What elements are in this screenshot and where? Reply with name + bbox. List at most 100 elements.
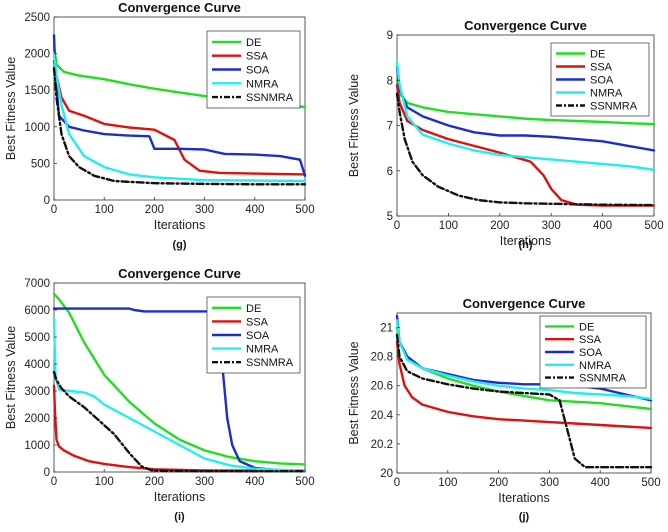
legend-label-nmra: NMRA — [579, 360, 612, 372]
x-tick-label: 0 — [394, 220, 400, 232]
x-axis-label: Iterations — [154, 218, 205, 232]
y-axis-label: Best Fitness Value — [4, 326, 18, 429]
x-tick-label: 200 — [489, 477, 508, 489]
x-tick-label: 300 — [195, 204, 214, 216]
series-line-ssa — [395, 340, 653, 430]
y-axis-label: Best Fitness Value — [347, 74, 361, 177]
chart-panel-i: 0 100 200 300 400 500010002000300040005000600… — [4, 266, 315, 523]
y-tick-label: 1000 — [24, 440, 50, 452]
legend-label-ssa: SSA — [579, 334, 602, 346]
panel-caption: (h) — [518, 239, 532, 251]
legend-label-ssnmra: SSNMRA — [246, 92, 294, 104]
panel-caption: (g) — [172, 239, 186, 251]
y-axis-label: Best Fitness Value — [347, 341, 361, 444]
chart-panel-j: 0 100 200 300 400 500 20 20.2 20.4 20.6 20.8 21 Conv… — [347, 296, 661, 523]
x-tick-label: 0 — [51, 476, 57, 488]
x-tick-label: 100 — [439, 220, 458, 232]
y-tick-label: 3000 — [24, 386, 50, 398]
legend-label-soa: SOA — [579, 347, 603, 359]
series-line-ssnmra — [395, 92, 656, 207]
y-tick-label: 2000 — [24, 413, 50, 425]
x-tick-label: 400 — [245, 204, 264, 216]
y-tick-label: 500 — [31, 158, 50, 170]
y-tick-label: 20.4 — [371, 410, 394, 422]
y-tick-label: 7 — [387, 121, 393, 133]
y-tick-label: 1500 — [24, 85, 50, 97]
x-tick-label: 100 — [95, 476, 114, 488]
x-tick-label: 200 — [145, 204, 164, 216]
y-tick-label: 4000 — [24, 359, 50, 371]
y-tick-label: 20.8 — [371, 352, 393, 364]
legend-label-ssnmra: SSNMRA — [246, 357, 294, 369]
legend-label-ssa: SSA — [590, 62, 613, 74]
y-axis-label: Best Fitness Value — [4, 57, 18, 160]
panel-caption: (j) — [519, 511, 530, 523]
x-axis-label: Iterations — [498, 491, 549, 505]
chart-panel-h: 0 100 200 300 400 500 5 6 7 8 9 Convergence Curve It… — [347, 18, 664, 251]
y-tick-label: 2500 — [24, 12, 50, 24]
x-tick-label: 0 — [51, 204, 57, 216]
legend-label-nmra: NMRA — [590, 88, 623, 100]
series-line-ssnmra — [52, 66, 307, 186]
legend-label-ssa: SSA — [246, 316, 269, 328]
x-tick-label: 100 — [438, 477, 457, 489]
series-line-nmra — [395, 319, 653, 400]
chart-title: Convergence Curve — [464, 18, 587, 33]
legend-label-ssnmra: SSNMRA — [579, 373, 627, 385]
series-line-ssnmra — [52, 370, 307, 473]
series-line-soa — [395, 65, 656, 152]
legend-label-de: DE — [579, 321, 594, 333]
legend-label-soa: SOA — [246, 65, 270, 77]
series-line-ssa — [52, 59, 307, 176]
y-tick-label: 5000 — [24, 332, 50, 344]
legend-label-ssnmra: SSNMRA — [590, 101, 638, 113]
y-tick-label: 5 — [387, 211, 393, 223]
y-tick-label: 0 — [44, 467, 50, 479]
x-tick-label: 300 — [540, 477, 559, 489]
y-tick-label: 6 — [387, 166, 393, 178]
x-tick-label: 300 — [195, 476, 214, 488]
series-line-nmra — [395, 60, 656, 172]
chart-title: Convergence Curve — [118, 266, 241, 281]
x-axis-label: Iterations — [154, 490, 205, 504]
x-tick-label: 400 — [593, 220, 612, 232]
y-tick-label: 2000 — [24, 49, 50, 61]
y-tick-label: 6000 — [24, 305, 50, 317]
chart-title: Convergence Curve — [118, 0, 241, 15]
legend-label-de: DE — [246, 37, 261, 49]
y-tick-label: 8 — [387, 75, 393, 87]
x-tick-label: 300 — [542, 220, 561, 232]
series-line-ssnmra — [395, 333, 653, 469]
x-tick-label: 400 — [245, 476, 264, 488]
y-tick-label: 7000 — [24, 278, 50, 290]
x-tick-label: 500 — [641, 477, 660, 489]
x-tick-label: 200 — [490, 220, 509, 232]
chart-panel-g: 0 100 200 300 400 500 0 500 1000 1500 2000 2500 Conv… — [4, 0, 315, 251]
series-line-de — [395, 79, 656, 126]
legend-label-soa: SOA — [590, 75, 614, 87]
y-tick-label: 9 — [387, 30, 393, 42]
panel-caption: (i) — [174, 511, 185, 523]
legend-label-nmra: NMRA — [246, 78, 279, 90]
legend-label-de: DE — [590, 49, 605, 61]
x-tick-label: 0 — [394, 477, 400, 489]
x-axis-label: Iterations — [500, 234, 551, 248]
chart-title: Convergence Curve — [463, 296, 586, 311]
series-line-nmra — [52, 52, 307, 183]
x-tick-label: 100 — [95, 204, 114, 216]
legend-label-de: DE — [246, 303, 261, 315]
x-tick-label: 500 — [295, 476, 314, 488]
y-tick-label: 0 — [44, 195, 50, 207]
x-tick-label: 500 — [644, 220, 663, 232]
series-line-de — [52, 292, 307, 466]
legend-label-soa: SOA — [246, 330, 270, 342]
x-tick-label: 500 — [295, 204, 314, 216]
y-tick-label: 20 — [380, 468, 393, 480]
x-tick-label: 400 — [591, 477, 610, 489]
series-line-soa — [52, 34, 307, 178]
